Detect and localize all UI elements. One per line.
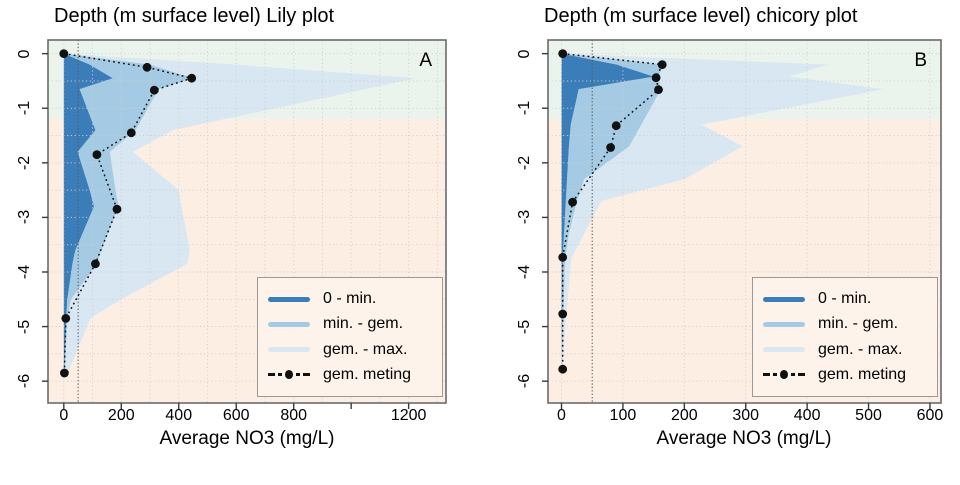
legend-item: min. - gem.	[763, 316, 927, 332]
legend-swatch-gem-max	[763, 347, 805, 353]
chart-svg-B	[542, 39, 942, 409]
legend: 0 - min. min. - gem. gem. - max. gem. me…	[752, 277, 938, 397]
y-tick-label: -4	[16, 264, 33, 280]
panel-a-x-axis-label: Average NO3 (mg/L)	[159, 428, 335, 449]
gem-meting-point	[654, 85, 663, 95]
panel-a-plot-area: A 0 - min. min. - gem. gem. - max. gem. …	[42, 39, 447, 409]
gem-meting-point	[606, 143, 615, 152]
panel-b-title: Depth (m surface level) chicory plot	[544, 5, 858, 27]
legend-label: 0 - min.	[323, 290, 377, 308]
legend-item: gem. - max.	[763, 340, 927, 358]
gem-meting-point	[558, 309, 568, 319]
gem-meting-point	[142, 62, 152, 72]
gem-meting-line	[561, 52, 664, 370]
y-tick-label: -4	[516, 264, 533, 280]
y-tick-label: 0	[516, 49, 533, 59]
tick-marks	[542, 52, 931, 409]
y-tick-label: -3	[516, 210, 533, 225]
panel-a-label: A	[419, 50, 432, 71]
band-min-gem	[561, 53, 665, 365]
legend-item: 0 - min.	[763, 291, 927, 307]
gem-meting-point	[61, 314, 71, 323]
legend-swatch-gem-meting	[763, 370, 805, 380]
gem-meting-point	[92, 150, 102, 159]
x-tick-label: 0	[557, 407, 566, 424]
gem-meting-point	[59, 49, 69, 58]
band-0-min	[63, 53, 113, 376]
panel-b-plot-area: B 0 - min. min. - gem. gem. - max. gem. …	[542, 39, 942, 409]
plot-border	[547, 39, 942, 404]
legend-item: min. - gem.	[268, 316, 432, 332]
legend: 0 - min. min. - gem. gem. - max. gem. me…	[257, 277, 443, 397]
gem-meting-point	[558, 252, 568, 262]
plot-border	[47, 39, 447, 404]
legend-swatch-gem-max	[268, 347, 310, 353]
legend-item: gem. - max.	[268, 340, 432, 358]
y-tick-label: -2	[16, 155, 33, 170]
x-tick-label: 300	[732, 407, 760, 424]
x-tick-label: 0	[59, 407, 69, 424]
y-tick-label: 0	[16, 49, 33, 59]
gem-meting-point	[149, 85, 159, 95]
legend-label: gem. meting	[818, 365, 907, 383]
x-tick-label: 600	[222, 407, 250, 424]
gem-meting-line	[63, 52, 195, 374]
gem-meting-point	[558, 49, 568, 58]
band-gem-max	[561, 53, 884, 365]
x-tick-label: 500	[855, 407, 882, 424]
legend-label: min. - gem.	[818, 315, 899, 333]
panel-a-title: Depth (m surface level) Lily plot	[54, 5, 335, 27]
gem-meting-point	[126, 128, 136, 138]
y-tick-label: -1	[16, 101, 33, 116]
gem-meting-point	[651, 73, 661, 83]
gem-meting-point	[112, 204, 122, 214]
gem-meting-point	[558, 364, 568, 374]
band-gem-max	[63, 53, 416, 376]
x-tick-label: 400	[793, 407, 821, 424]
gem-meting-point	[91, 259, 100, 269]
y-tick-label: -5	[516, 319, 533, 334]
y-tick-label: -1	[516, 101, 533, 116]
y-tick-label: -2	[516, 155, 533, 170]
x-tick-label: 200	[670, 407, 698, 424]
y-tick-label: -3	[16, 210, 33, 225]
legend-swatch-min-gem	[268, 321, 310, 327]
x-tick-label: 1200	[390, 407, 427, 424]
band-min-gem	[63, 53, 194, 376]
x-tick-label: 400	[165, 407, 193, 424]
gem-meting-point	[568, 197, 577, 207]
legend-label: gem. - max.	[323, 340, 408, 358]
legend-item: gem. meting	[268, 365, 432, 383]
legend-swatch-min-gem	[763, 321, 805, 327]
legend-item: gem. meting	[763, 365, 927, 383]
legend-label: min. - gem.	[323, 315, 404, 333]
legend-swatch-0-min	[763, 296, 805, 302]
gem-meting-point	[187, 73, 197, 83]
legend-label: gem. - max.	[818, 340, 903, 358]
tick-marks	[42, 52, 410, 409]
x-tick-label: 100	[609, 407, 637, 424]
legend-swatch-0-min	[268, 296, 310, 302]
band-0-min	[561, 53, 654, 365]
x-tick-label: 200	[107, 407, 135, 424]
panel-b-x-axis-label: Average NO3 (mg/L)	[656, 428, 832, 449]
legend-item: 0 - min.	[268, 291, 432, 307]
legend-swatch-gem-meting	[268, 370, 310, 380]
x-tick-label: 600	[916, 407, 944, 424]
gem-meting-point	[657, 60, 667, 69]
panel-b-label: B	[914, 50, 927, 71]
y-tick-label: -6	[516, 374, 533, 389]
y-tick-label: -5	[16, 319, 33, 334]
y-tick-label: -6	[16, 374, 33, 389]
legend-label: 0 - min.	[818, 290, 872, 308]
gem-meting-point	[60, 368, 69, 378]
legend-label: gem. meting	[323, 365, 412, 383]
gem-meting-point	[611, 121, 621, 131]
x-tick-label: 800	[280, 407, 308, 424]
